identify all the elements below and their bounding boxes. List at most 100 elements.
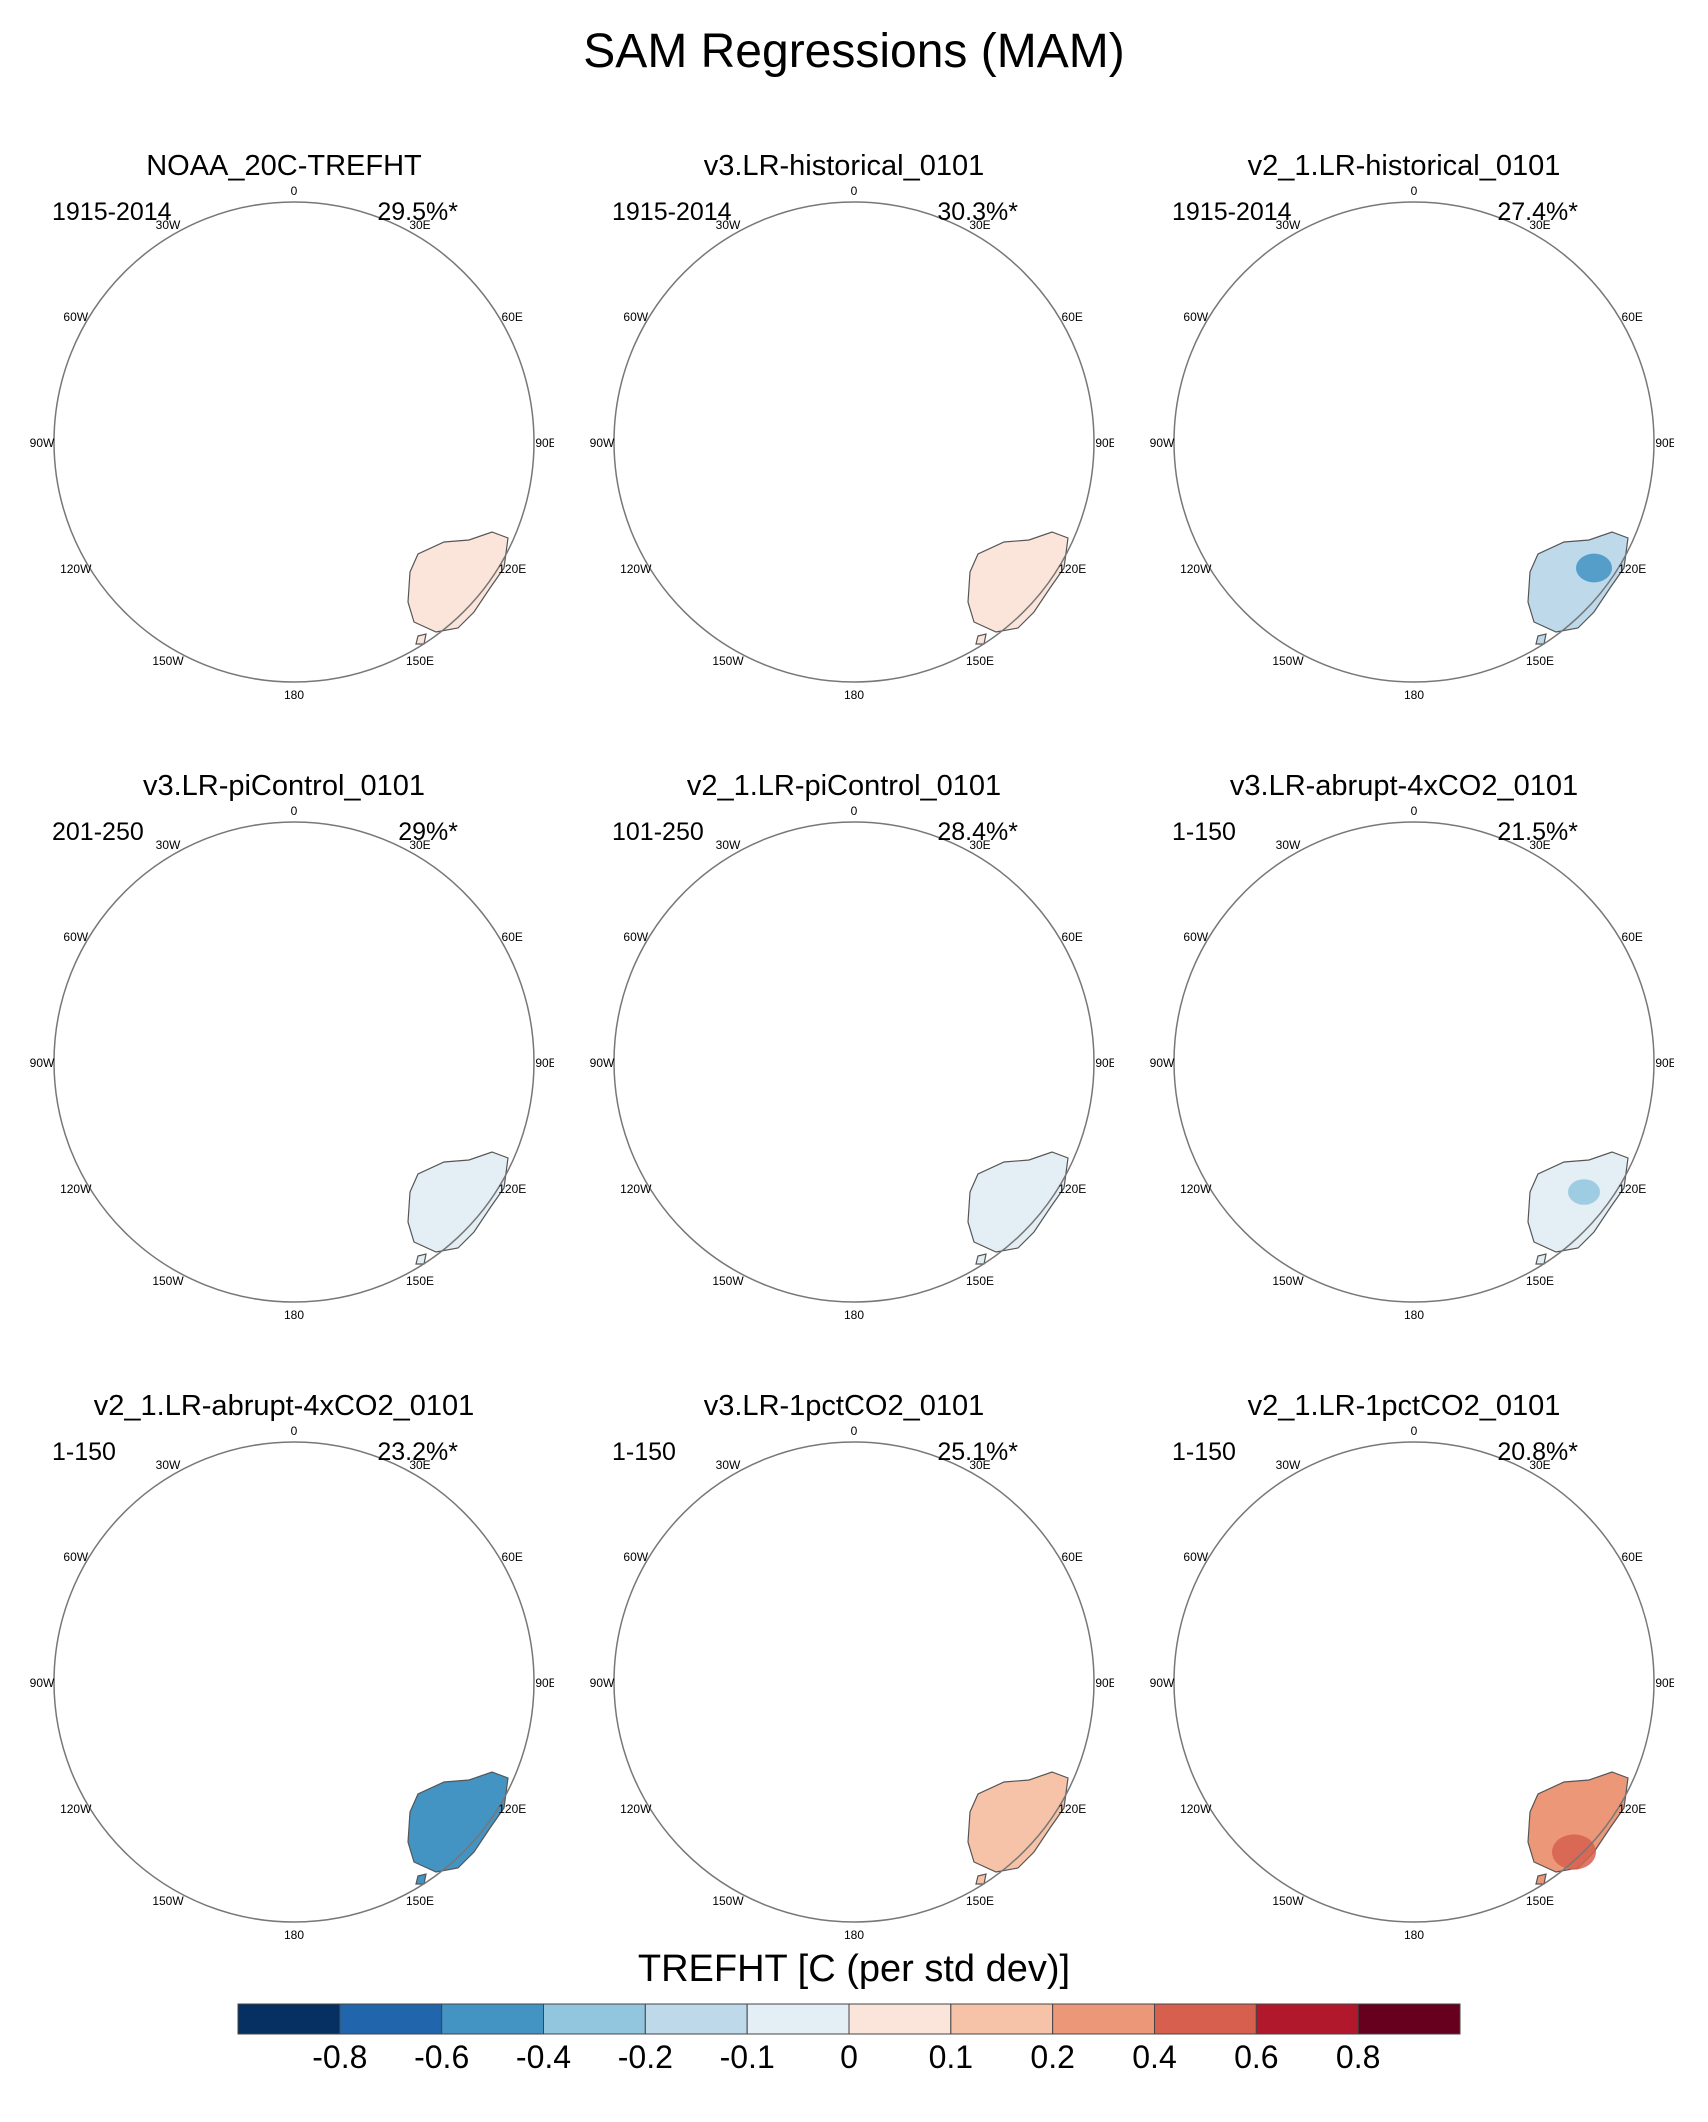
colorbar-tick-label: 0.6 [1234,2039,1278,2075]
figure-title: SAM Regressions (MAM) [583,25,1125,78]
shading-ant [232,1068,288,1113]
map-panel: 0 30E 60E 90E 120E 150E 180 150W 120W 90W 60W 30W v3… [574,150,1114,710]
significance-dot [904,462,908,466]
lon-label: 180 [844,1308,864,1322]
lon-label: 120E [1058,1802,1086,1816]
lon-label: 120E [1058,562,1086,576]
lon-label: 90W [30,1056,55,1070]
significance-dot [848,1034,852,1038]
lon-label: 120W [60,1182,92,1196]
significance-dot [848,1714,852,1718]
significance-dot [876,438,880,442]
lon-label: 150E [1526,654,1554,668]
significance-dot [316,450,320,454]
significance-dot [1408,474,1412,478]
significance-dot [1408,426,1412,430]
land-ant [894,1114,927,1119]
colorbar-tick-label: 0.4 [1132,2039,1176,2075]
significance-dot [876,1654,880,1658]
lon-label: 180 [284,1928,304,1942]
significance-dot [904,474,908,478]
significance-dot [1464,1082,1468,1086]
significance-dot [1408,462,1412,466]
significance-dot [1408,1690,1412,1694]
significance-dot [848,1666,852,1670]
significance-dot [876,1034,880,1038]
polar-map: 0 30E 60E 90E 120E 150E 180 150W 120W 90W 60W 30W [1150,804,1674,1322]
lon-label: 30E [1529,218,1550,232]
land-tas [415,1873,427,1885]
significance-dot [1436,450,1440,454]
significance-dot [260,1022,264,1026]
significance-dot [904,1034,908,1038]
significance-dot [848,402,852,406]
significance-dot [876,450,880,454]
significance-dot [288,390,292,394]
significance-dot [876,1702,880,1706]
lon-label: 0 [851,1424,858,1438]
polar-map: 0 30E 60E 90E 120E 150E 180 150W 120W 90W 60W 30W [590,1424,1114,1942]
lon-label: 180 [844,688,864,702]
significance-dot [848,1702,852,1706]
significance-dot [1380,438,1384,442]
land-nz1 [1438,588,1448,612]
significance-dot [848,1082,852,1086]
lon-label: 0 [291,804,298,818]
shading-ant [1348,1641,1400,1683]
lon-label: 60E [502,1550,523,1564]
significance-dot [232,450,236,454]
land-ant [334,1114,367,1119]
significance-dot [792,1666,796,1670]
panel-period: 1915-2014 [1172,198,1292,226]
significance-dot [1352,1046,1356,1050]
lon-label: 150W [1272,654,1304,668]
land-nz1 [318,1828,328,1852]
significance-dot [1436,402,1440,406]
significance-dot [260,402,264,406]
shading-ant [792,1074,836,1109]
lon-label: 90W [30,1676,55,1690]
significance-dot [1408,1678,1412,1682]
significance-dot [1352,1070,1356,1074]
significance-dot [792,1046,796,1050]
polar-map: 0 30E 60E 90E 120E 150E 180 150W 120W 90W 60W 30W [30,804,554,1322]
significance-dot [904,1690,908,1694]
significance-dot [344,1666,348,1670]
lon-label: 150E [406,1274,434,1288]
lon-label: 150W [152,654,184,668]
significance-dot [1380,474,1384,478]
significance-dot [1380,414,1384,418]
significance-dot [848,1690,852,1694]
land-mad [1574,888,1586,902]
lon-label: 0 [291,184,298,198]
land-mad [1574,1508,1586,1522]
significance-dot [288,1094,292,1098]
significance-dot [820,1034,824,1038]
map-panel: 0 30E 60E 90E 120E 150E 180 150W 120W 90W 60W 30W v3… [574,1390,1114,1950]
significance-dot [1436,1058,1440,1062]
colorbar-tick-label: 0.8 [1336,2039,1380,2075]
significance-dot [232,1666,236,1670]
significance-dot [1464,1678,1468,1682]
significance-dot [232,1654,236,1658]
lon-label: 0 [1411,1424,1418,1438]
significance-dot [820,1022,824,1026]
significance-dot [1436,1654,1440,1658]
lon-label: 90W [590,436,615,450]
panel-title: v3.LR-historical_0101 [703,150,985,182]
land-nz2 [866,1232,882,1254]
significance-dot [904,1070,908,1074]
significance-dot [1464,462,1468,466]
map-panel: 0 30E 60E 90E 120E 150E 180 150W 120W 90W 60W 30W v2… [1134,1390,1674,1950]
significance-dot [288,1010,292,1014]
significance-dot [260,1714,264,1718]
lon-label: 150W [712,1274,744,1288]
lon-label: 120W [620,1802,652,1816]
significance-dot [288,474,292,478]
significance-dot [876,474,880,478]
colorbar-swatch [237,2003,341,2035]
colorbar-swatch [950,2003,1054,2035]
polar-map: 0 30E 60E 90E 120E 150E 180 150W 120W 90W 60W 30W [1150,1424,1674,1942]
significance-dot [344,1654,348,1658]
significance-dot [1436,474,1440,478]
